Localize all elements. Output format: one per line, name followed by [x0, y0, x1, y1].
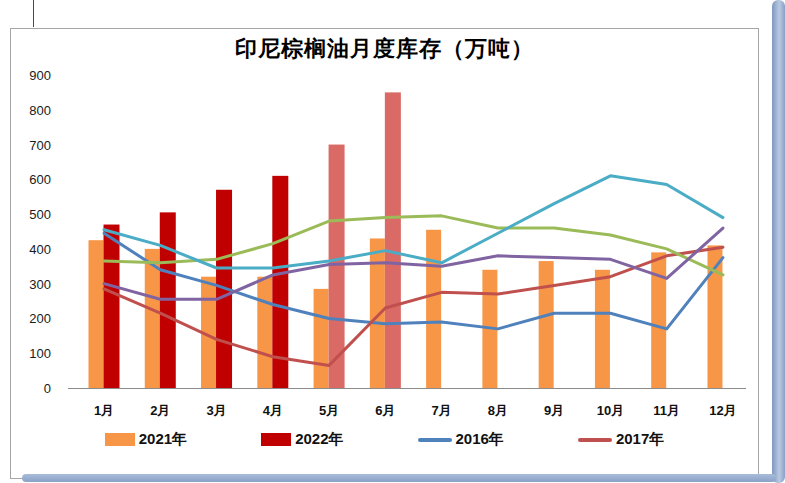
x-tick-label: 8月: [488, 403, 508, 418]
bar-2022年: [385, 92, 401, 388]
x-tick-label: 6月: [375, 403, 395, 418]
legend-label: 2017年: [616, 430, 664, 449]
y-tick-label: 600: [29, 172, 51, 187]
legend-label: 2016年: [456, 430, 504, 449]
y-tick-label: 100: [29, 346, 51, 361]
legend-item-2017年: 2017年: [578, 430, 664, 449]
bar-2021年: [314, 289, 329, 388]
y-tick-label: 800: [29, 103, 51, 118]
y-tick-label: 700: [29, 138, 51, 153]
right-blue-rail: [772, 0, 785, 483]
y-tick-label: 900: [29, 68, 51, 83]
red-corner-mark: [4, 5, 14, 15]
chart-legend: 2021年 2022年 2016年 2017年: [11, 430, 758, 449]
x-tick-label: 1月: [94, 403, 114, 418]
x-tick-label: 3月: [206, 403, 226, 418]
x-tick-label: 11月: [653, 403, 680, 418]
bar-2021年: [89, 240, 104, 388]
legend-label: 2021年: [139, 430, 187, 449]
legend-swatch-bar: [105, 433, 135, 446]
y-tick-label: 400: [29, 242, 51, 257]
y-tick-label: 200: [29, 311, 51, 326]
bar-2021年: [595, 270, 610, 388]
x-tick-label: 4月: [263, 403, 283, 418]
legend-item-2021年: 2021年: [105, 430, 187, 449]
legend-swatch-bar: [261, 433, 291, 446]
y-tick-label: 500: [29, 207, 51, 222]
x-tick-label: 12月: [709, 403, 736, 418]
text-cursor-line: [33, 0, 34, 27]
chart-plot-svg: 0 100 200 300 400 500 600 700 800 900 1月 2月 3月 4月 5月 6月…: [11, 29, 758, 478]
line-teal-line-unlabeled: [104, 176, 723, 268]
line-2016年: [104, 233, 723, 329]
y-tick-label: 0: [44, 381, 51, 396]
bar-2021年: [370, 238, 385, 388]
bar-2022年: [104, 225, 120, 388]
x-tick-label: 2月: [150, 403, 170, 418]
x-tick-label: 10月: [597, 403, 624, 418]
legend-label: 2022年: [295, 430, 343, 449]
bar-2021年: [426, 230, 441, 388]
y-tick-label: 300: [29, 277, 51, 292]
legend-swatch-line: [578, 438, 612, 442]
chart-container: 印尼棕榈油月度库存（万吨） 01002003004005006007008009…: [10, 28, 759, 479]
bottom-blue-rail: [22, 474, 776, 482]
legend-item-2022年: 2022年: [261, 430, 343, 449]
x-tick-label: 7月: [432, 403, 452, 418]
x-tick-label: 5月: [319, 403, 339, 418]
legend-item-2016年: 2016年: [418, 430, 504, 449]
legend-swatch-line: [418, 438, 452, 442]
bar-2021年: [539, 261, 554, 388]
screenshot-stage: 印尼棕榈油月度库存（万吨） 01002003004005006007008009…: [0, 0, 785, 483]
x-tick-label: 9月: [544, 403, 564, 418]
bar-2021年: [257, 277, 272, 388]
